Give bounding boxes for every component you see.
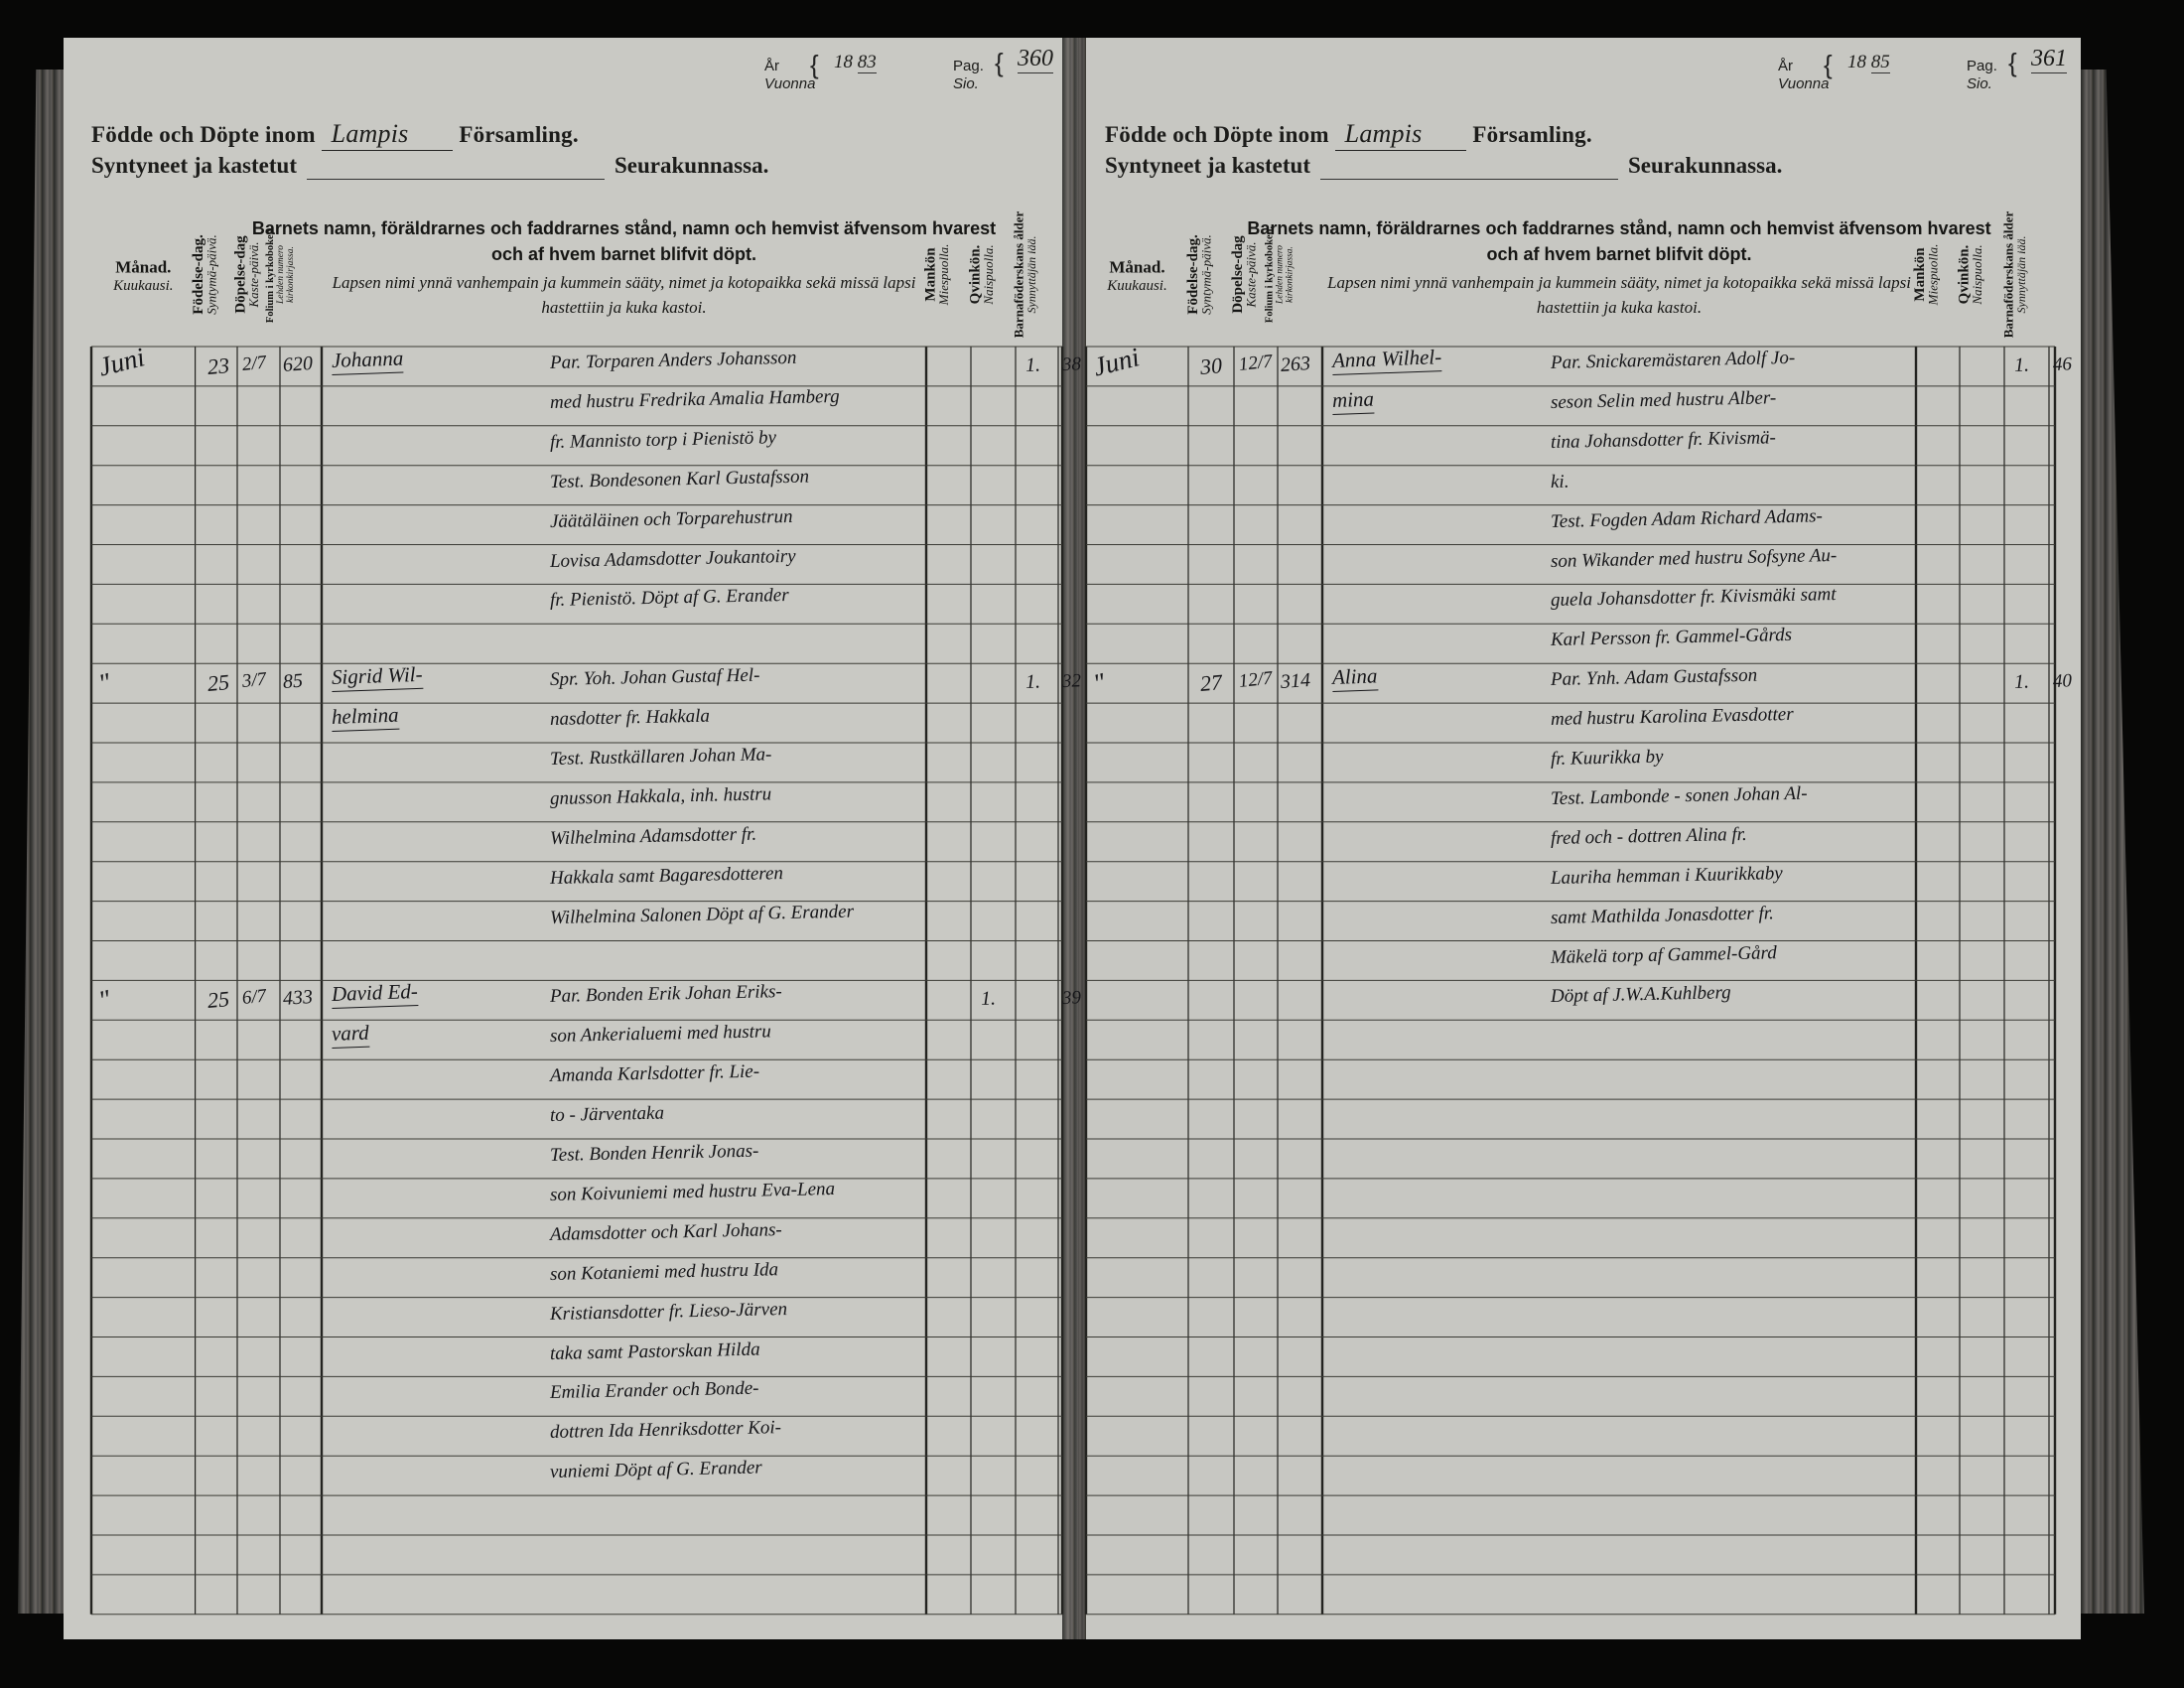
svg-text:MankönMiespuolla.: MankönMiespuolla. — [1912, 244, 1941, 307]
svg-text:Barnaföderskans ålderSynnyttäj: Barnaföderskans ålderSynnyttäjän iää. — [2001, 211, 2029, 339]
svg-text:Lapsen nimi ynnä vanhempain ja: Lapsen nimi ynnä vanhempain ja kummein s… — [1326, 273, 1911, 292]
svg-text:Månad.Kuukausi.: Månad. Kuukausi. — [112, 258, 173, 294]
svg-text:Månad.Kuukausi.: Månad. Kuukausi. — [1106, 258, 1166, 294]
svg-text:Qvinkön.Naispuolla.: Qvinkön.Naispuolla. — [1957, 244, 1985, 305]
svg-text:hastettiin ja kuka kastoi.: hastettiin ja kuka kastoi. — [541, 298, 706, 317]
svg-text:Folium i kyrkoboken.Lehden num: Folium i kyrkoboken.Lehden numerokirkonk… — [1265, 226, 1296, 324]
svg-text:Barnets namn, föräldrarnes och: Barnets namn, föräldrarnes och faddrarne… — [1247, 218, 1990, 238]
svg-text:Folium i kyrkoboken.Lehden num: Folium i kyrkoboken.Lehden numerokirkonk… — [265, 226, 296, 324]
svg-text:och af hvem barnet blifvit döp: och af hvem barnet blifvit döpt. — [1486, 244, 1751, 264]
svg-text:Barnaföderskans ålderSynnyttäj: Barnaföderskans ålderSynnyttäjän iää. — [1012, 211, 1039, 339]
svg-text:Barnets namn, föräldrarnes och: Barnets namn, föräldrarnes och faddrarne… — [252, 218, 996, 238]
svg-text:MankönMiespuolla.: MankönMiespuolla. — [923, 244, 952, 307]
svg-text:Döpelse-dagKaste-päivä.: Döpelse-dagKaste-päivä. — [1230, 235, 1259, 314]
svg-text:hastettiin ja kuka kastoi.: hastettiin ja kuka kastoi. — [1537, 298, 1702, 317]
svg-text:Lapsen nimi ynnä vanhempain ja: Lapsen nimi ynnä vanhempain ja kummein s… — [332, 273, 916, 292]
svg-text:Födelse-dag.Syntymä-päivä.: Födelse-dag.Syntymä-päivä. — [1185, 234, 1214, 315]
svg-text:och af hvem barnet blifvit döp: och af hvem barnet blifvit döpt. — [491, 244, 756, 264]
svg-text:Födelse-dag.Syntymä-päivä.: Födelse-dag.Syntymä-päivä. — [191, 234, 219, 315]
svg-text:Qvinkön.Naispuolla.: Qvinkön.Naispuolla. — [968, 244, 997, 305]
svg-text:Döpelse-dagKaste-päivä.: Döpelse-dagKaste-päivä. — [233, 235, 262, 314]
